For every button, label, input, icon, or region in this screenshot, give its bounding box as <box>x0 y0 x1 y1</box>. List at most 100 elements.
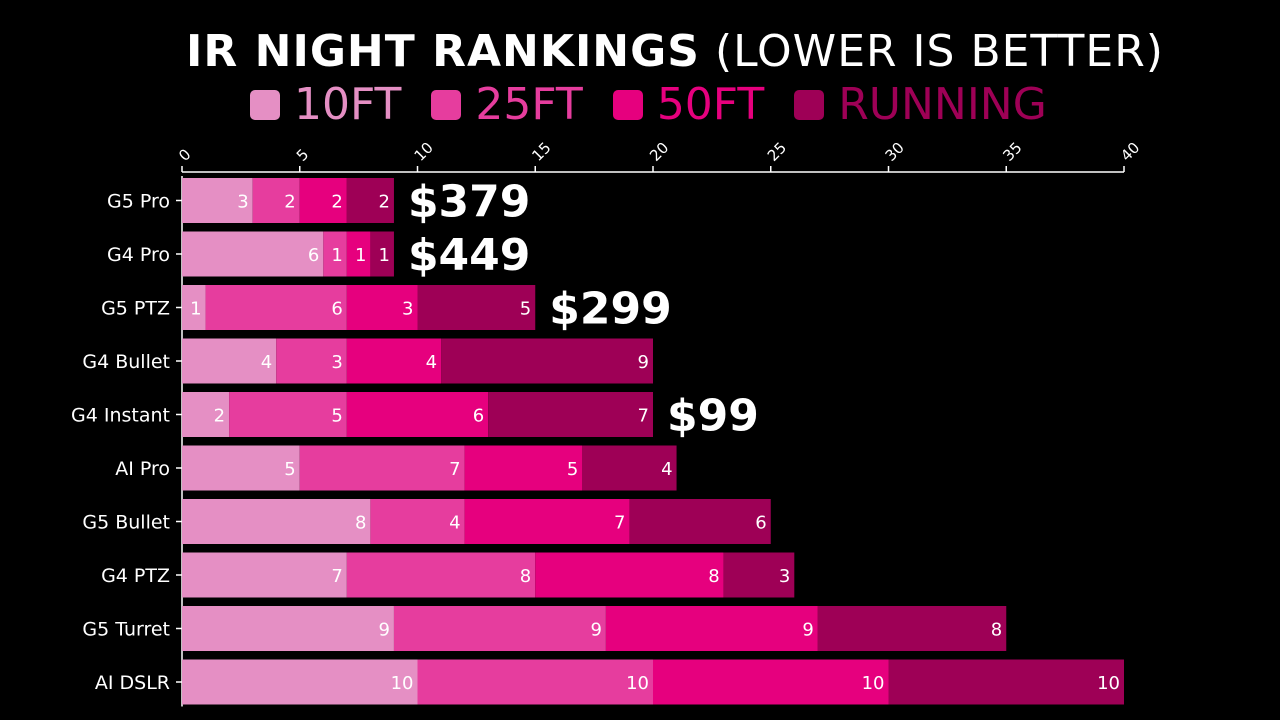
bar-value-label: 10 <box>391 673 414 694</box>
bar-segment <box>346 552 536 598</box>
x-tick-label: 20 <box>646 139 672 165</box>
bar-segment <box>299 445 465 491</box>
bar-segment <box>182 659 418 705</box>
chart-title: IR NIGHT RANKINGS (LOWER IS BETTER) <box>0 26 1280 77</box>
bar-segment <box>182 338 277 384</box>
bar-value-label: 10 <box>1097 673 1120 694</box>
bar-value-label: 7 <box>638 406 649 427</box>
bar-value-label: 5 <box>284 459 295 480</box>
bar-segment <box>276 338 347 384</box>
x-tick-label: 25 <box>764 139 790 165</box>
bar-segment <box>464 445 583 491</box>
category-label: G5 PTZ <box>101 298 170 320</box>
bar-value-label: 6 <box>331 299 342 320</box>
price-annotation: $299 <box>549 284 671 335</box>
bar-value-label: 1 <box>378 245 389 266</box>
bar-segment <box>817 606 1007 651</box>
bar-value-label: 4 <box>661 459 672 480</box>
x-tick-label: 15 <box>528 139 554 165</box>
bar-value-label: 10 <box>862 673 885 694</box>
legend-swatch <box>431 90 462 120</box>
bar-segment <box>535 552 724 598</box>
x-tick-label: 30 <box>882 139 908 165</box>
category-label: AI DSLR <box>95 672 170 694</box>
legend-item: RUNNING <box>794 83 1047 127</box>
bar-value-label: 2 <box>331 192 342 213</box>
bar-value-label: 3 <box>779 566 790 587</box>
bar-value-label: 1 <box>331 245 342 266</box>
category-label: G5 Bullet <box>82 512 170 534</box>
bar-value-label: 4 <box>426 352 437 373</box>
bar-segment <box>888 659 1124 705</box>
legend-label: RUNNING <box>838 79 1047 130</box>
price-annotation: $449 <box>408 230 530 281</box>
legend-swatch <box>612 90 643 120</box>
legend-item: 50FT <box>612 83 764 127</box>
bar-segment <box>205 285 347 330</box>
bar-segment <box>370 499 465 544</box>
bar-value-label: 4 <box>449 513 460 534</box>
bar-segment <box>182 285 206 330</box>
bar-segment <box>346 231 371 277</box>
bar-segment <box>252 178 300 223</box>
bar-value-label: 9 <box>590 620 601 641</box>
bar-value-label: 2 <box>378 192 389 213</box>
bar-value-label: 10 <box>626 673 649 694</box>
bar-value-label: 6 <box>473 406 484 427</box>
bar-segment <box>723 552 795 598</box>
bar-value-label: 5 <box>331 406 342 427</box>
bar-segment <box>441 338 653 384</box>
chart-title-sub: (LOWER IS BETTER) <box>714 26 1164 77</box>
category-label: G4 PTZ <box>101 565 170 587</box>
category-label: AI Pro <box>115 458 170 480</box>
bar-segment <box>182 178 253 223</box>
bar-segment <box>182 552 347 598</box>
x-tick-label: 5 <box>293 145 312 164</box>
bar-value-label: 7 <box>614 513 625 534</box>
bar-value-label: 3 <box>331 352 342 373</box>
bar-segment <box>299 178 347 223</box>
legend-label: 10FT <box>294 79 402 130</box>
bar-segment <box>229 392 347 437</box>
bar-segment <box>182 445 300 491</box>
bar-value-label: 4 <box>261 352 272 373</box>
bar-segment <box>417 659 653 705</box>
bar-segment <box>346 285 418 330</box>
bar-value-label: 9 <box>378 620 389 641</box>
legend-item: 25FT <box>431 79 583 130</box>
bar-segment <box>653 659 889 705</box>
bar-value-label: 6 <box>755 513 766 534</box>
bar-segment <box>346 392 489 437</box>
bar-segment <box>417 285 536 330</box>
bar-value-label: 2 <box>214 406 225 427</box>
bar-segment <box>346 178 394 223</box>
bar-value-label: 3 <box>237 192 248 213</box>
bar-value-label: 1 <box>190 299 201 320</box>
bar-value-label: 2 <box>284 192 295 213</box>
bar-value-label: 3 <box>402 299 413 320</box>
bar-value-label: 8 <box>991 620 1002 641</box>
legend-swatch <box>250 90 280 120</box>
legend-swatch <box>794 90 825 120</box>
bar-value-label: 7 <box>449 459 460 480</box>
bar-segment <box>370 231 394 277</box>
legend-label: 25FT <box>475 79 583 130</box>
bar-segment <box>488 392 653 437</box>
price-annotation: $99 <box>667 391 759 442</box>
category-label: G4 Bullet <box>82 351 170 373</box>
price-annotation: $379 <box>408 177 530 228</box>
bar-value-label: 5 <box>520 299 531 320</box>
bar-value-label: 1 <box>355 245 366 266</box>
bar-segment <box>346 338 442 384</box>
bar-segment <box>182 392 230 437</box>
bar-value-label: 8 <box>355 513 366 534</box>
x-tick-label: 0 <box>175 145 194 164</box>
bar-value-label: 6 <box>308 245 319 266</box>
x-tick-label: 10 <box>411 139 437 165</box>
legend-item: 10FT <box>250 83 401 127</box>
bar-value-label: 9 <box>638 352 649 373</box>
bar-segment <box>182 606 394 651</box>
chart-title-main: IR NIGHT RANKINGS <box>186 26 700 77</box>
bar-value-label: 9 <box>802 620 813 641</box>
category-label: G4 Pro <box>107 244 170 266</box>
